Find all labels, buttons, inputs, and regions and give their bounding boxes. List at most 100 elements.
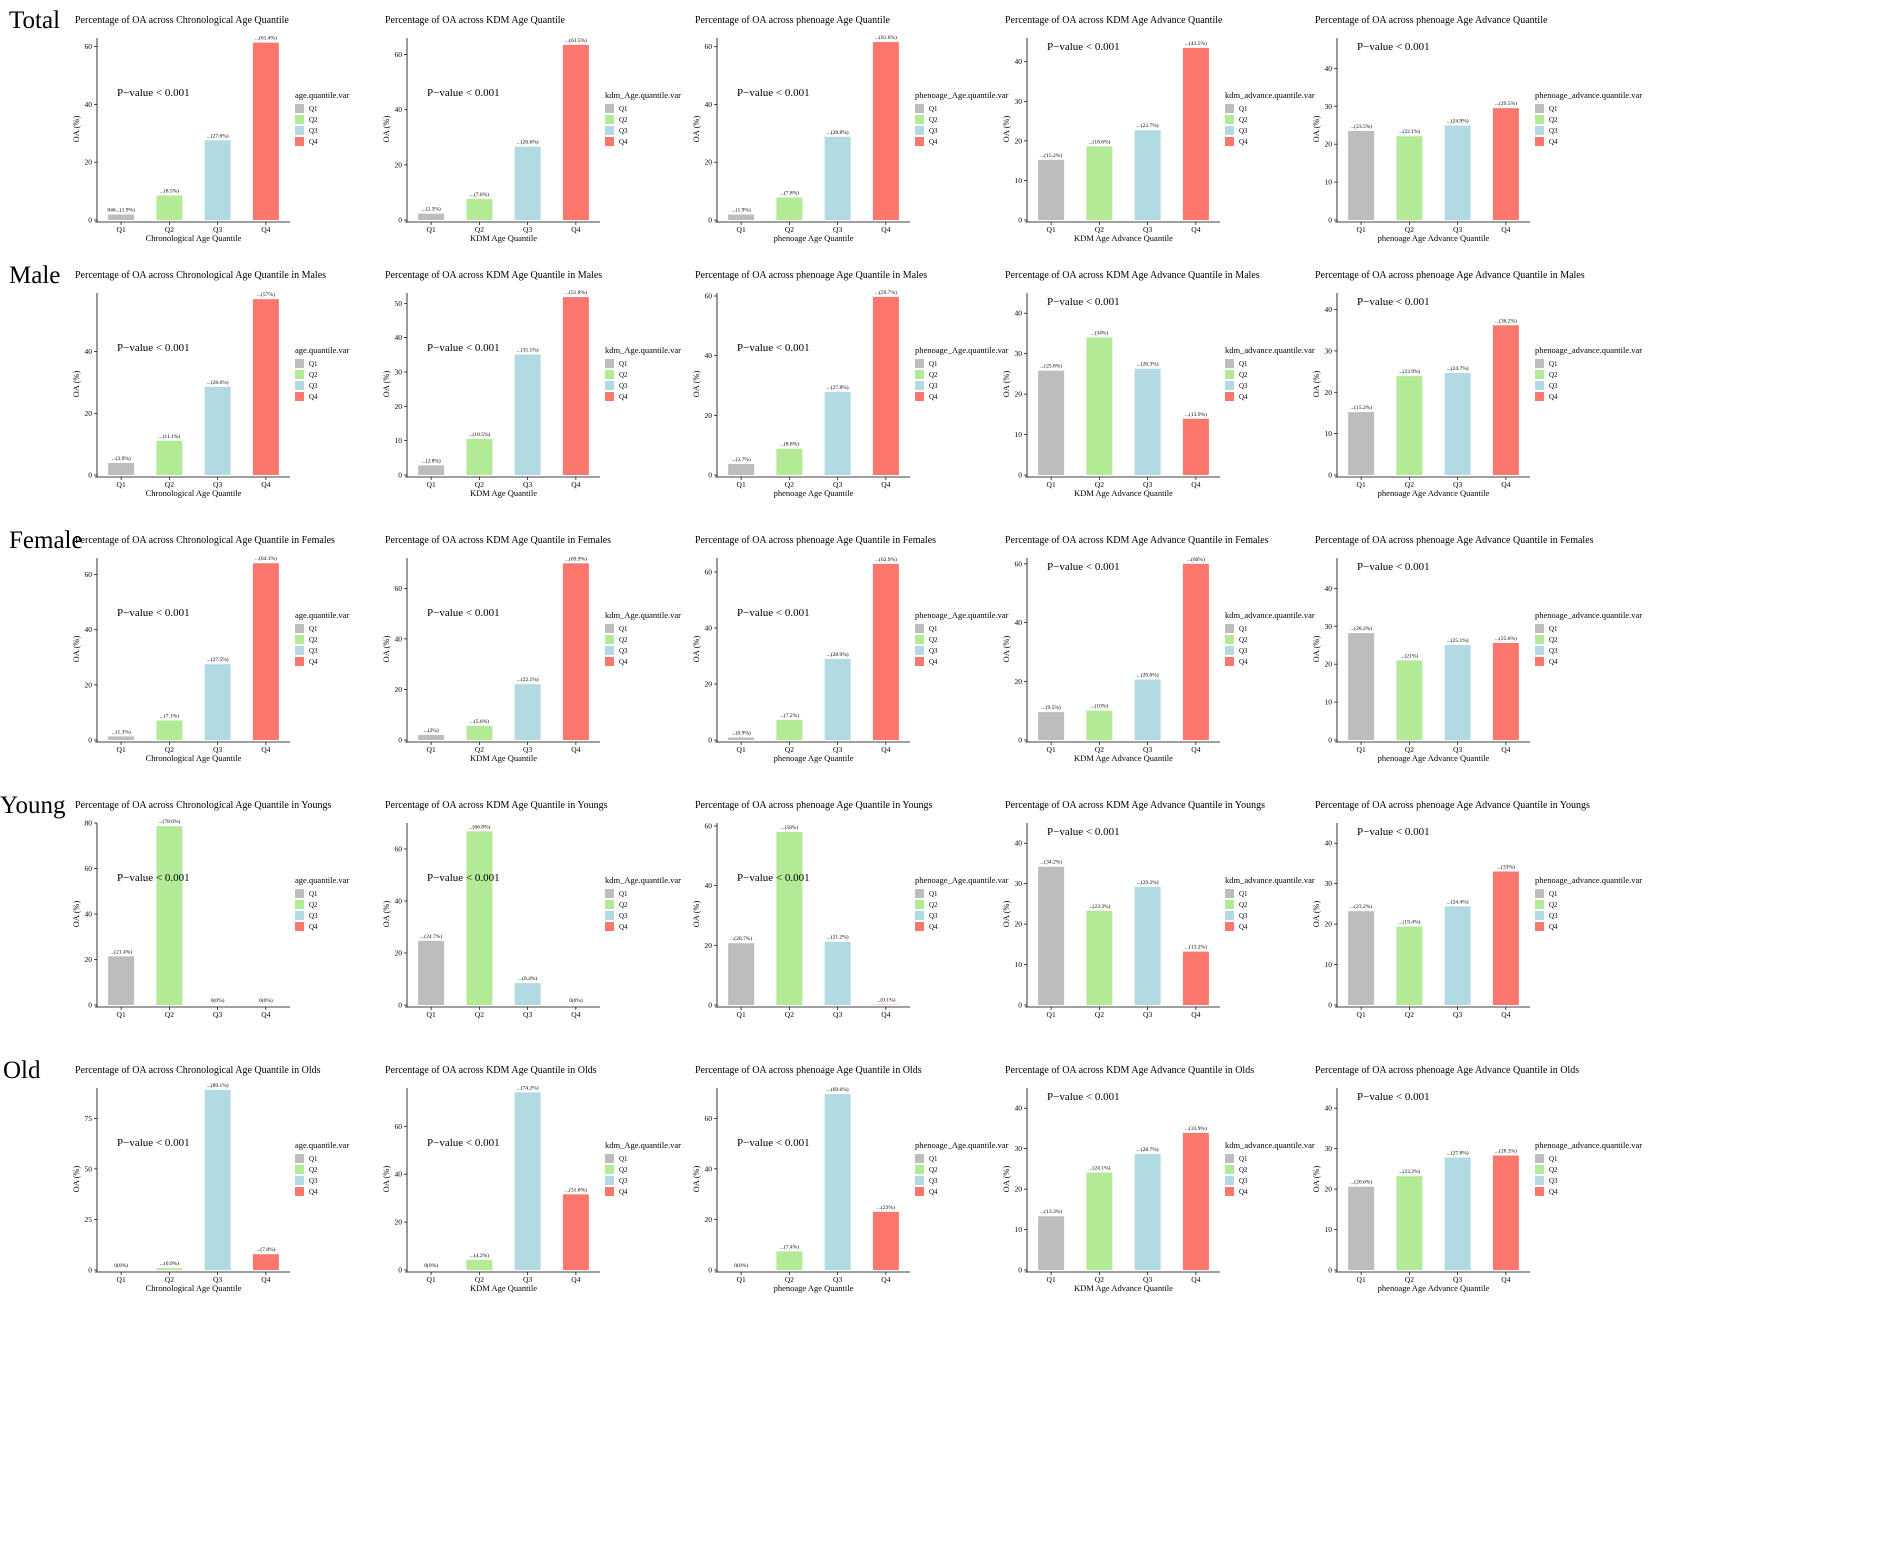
bar-data-label: ...(25.6%) [1495, 635, 1517, 642]
bar-data-label: ...(22.7%) [1137, 122, 1159, 129]
legend-item: Q3 [1239, 1177, 1248, 1185]
x-axis-label: phenoage Age Quantile [774, 753, 854, 763]
x-axis-label: Chronological Age Quantile [146, 753, 242, 763]
x-tick-label: Q1 [117, 225, 126, 234]
y-axis-label: OA (%) [71, 370, 81, 397]
legend-item: Q4 [1549, 1188, 1558, 1196]
bar-data-label: ...(0.9%) [732, 729, 751, 736]
chart-panel: Percentage of OA across KDM Age Quantile… [381, 800, 681, 1019]
chart-title: Percentage of OA across KDM Age Advance … [1005, 15, 1223, 26]
x-tick-label: Q2 [1095, 745, 1104, 754]
y-tick-label: 40 [395, 897, 403, 906]
legend-swatch-q3 [1535, 646, 1544, 655]
bar-q1 [418, 734, 445, 740]
y-tick-label: 20 [705, 1215, 713, 1224]
legend-item: Q4 [1549, 658, 1558, 666]
x-tick-label: Q1 [1357, 480, 1366, 489]
bar-data-label: ...(23%) [877, 1204, 895, 1211]
y-tick-label: 40 [85, 910, 93, 919]
legend-item: Q2 [929, 1166, 938, 1174]
chart-title: Percentage of OA across Chronological Ag… [75, 1065, 321, 1076]
x-tick-label: Q4 [1501, 480, 1510, 489]
legend-swatch-q4 [295, 922, 304, 931]
legend-swatch-q4 [1535, 657, 1544, 666]
legend-swatch-q1 [1225, 359, 1234, 368]
x-tick-label: Q1 [1047, 745, 1056, 754]
y-tick-label: 40 [395, 333, 403, 342]
legend-swatch-q4 [915, 392, 924, 401]
bar-data-label: ...(33%) [1497, 864, 1515, 871]
y-axis-label: OA (%) [1001, 635, 1011, 662]
bar-data-label: ...(27.8%) [1447, 1150, 1469, 1157]
y-tick-label: 50 [85, 1164, 93, 1173]
legend-title: kdm_advance.quantile.var [1225, 1140, 1315, 1150]
p-value-annotation: P−value < 0.001 [117, 87, 190, 99]
chart-panel: Percentage of OA across phenoage Age Qua… [691, 270, 1009, 498]
x-tick-label: Q3 [523, 1275, 532, 1284]
bar-q3 [824, 392, 851, 475]
y-tick-label: 40 [1325, 64, 1333, 73]
legend-swatch-q4 [605, 922, 614, 931]
y-tick-label: 20 [705, 411, 713, 420]
x-tick-label: Q2 [1095, 1275, 1104, 1284]
legend-swatch-q2 [915, 370, 924, 379]
x-tick-label: Q4 [571, 745, 580, 754]
x-tick-label: Q2 [165, 1010, 174, 1019]
legend-swatch-q2 [915, 635, 924, 644]
legend-swatch-q4 [295, 1187, 304, 1196]
legend-item: Q3 [929, 382, 938, 390]
bar-data-label: ...(24.1%) [1088, 1165, 1110, 1172]
bar-data-label: ...(69.6%) [827, 1086, 849, 1093]
bar-q2 [156, 1268, 183, 1270]
x-tick-label: Q1 [737, 480, 746, 489]
legend-swatch-q3 [295, 381, 304, 390]
legend-item: Q3 [929, 647, 938, 655]
legend-swatch-q3 [295, 126, 304, 135]
legend-item: Q1 [929, 105, 938, 113]
legend-swatch-q4 [605, 1187, 614, 1196]
legend-swatch-q3 [295, 911, 304, 920]
legend-item: Q2 [1549, 1166, 1558, 1174]
legend-item: Q2 [929, 371, 938, 379]
bar-q4 [562, 1194, 589, 1270]
row-label-young: Young [0, 792, 66, 819]
y-tick-label: 0 [1018, 1001, 1022, 1010]
legend-item: Q3 [1549, 1177, 1558, 1185]
bar-data-label: ...(27.8%) [827, 384, 849, 391]
p-value-annotation: P−value < 0.001 [1357, 826, 1430, 838]
y-tick-label: 10 [1015, 1225, 1023, 1234]
legend-item: Q3 [309, 647, 318, 655]
bar-q3 [204, 664, 231, 740]
y-tick-label: 60 [395, 1122, 403, 1131]
bar-q2 [1396, 136, 1423, 220]
x-tick-label: Q1 [427, 1275, 436, 1284]
bar-q4 [1492, 642, 1519, 740]
bar-q4 [1492, 1155, 1519, 1270]
legend-swatch-q3 [1225, 126, 1234, 135]
legend-swatch-q2 [605, 900, 614, 909]
legend-item: Q1 [929, 1155, 938, 1163]
bar-q2 [1396, 376, 1423, 475]
bar-q2 [776, 1251, 803, 1270]
y-tick-label: 75 [85, 1114, 93, 1123]
legend-item: Q1 [1549, 890, 1558, 898]
legend-item: Q4 [619, 658, 628, 666]
legend-title: kdm_advance.quantile.var [1225, 875, 1315, 885]
bar-data-label: ...(7.1%) [160, 712, 179, 719]
bar-data-label: ...(89.1%) [207, 1082, 229, 1089]
x-tick-label: Q3 [1143, 1010, 1152, 1019]
x-axis-label: phenoage Age Advance Quantile [1378, 233, 1490, 243]
bar-q3 [1134, 1153, 1161, 1270]
legend-swatch-q1 [915, 104, 924, 113]
legend-item: Q4 [619, 923, 628, 931]
legend-title: phenoage_Age.quantile.var [915, 610, 1009, 620]
bar-data-label: ...(15.2%) [1040, 152, 1062, 159]
y-axis-label: OA (%) [71, 1165, 81, 1192]
bar-data-label: ...(18.6%) [1088, 138, 1110, 145]
y-axis-label: OA (%) [71, 635, 81, 662]
p-value-annotation: P−value < 0.001 [117, 607, 190, 619]
y-tick-label: 30 [1325, 1144, 1333, 1153]
bar-q3 [204, 1089, 231, 1270]
x-tick-label: Q2 [785, 225, 794, 234]
x-tick-label: Q2 [1405, 1010, 1414, 1019]
